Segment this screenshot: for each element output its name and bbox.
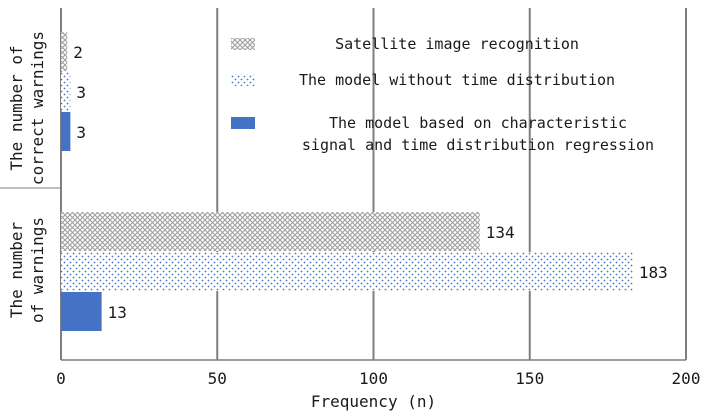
bar-value-label: 13 xyxy=(108,303,127,322)
category-labels: The number of correct warnings The number o… xyxy=(0,31,61,323)
bar xyxy=(61,72,71,111)
legend-swatch xyxy=(231,38,255,50)
x-axis-title: Frequency (n) xyxy=(311,392,436,411)
bar xyxy=(61,292,102,331)
x-axis: 0 50 100 150 200 Frequency (n) xyxy=(56,359,701,411)
bar xyxy=(61,212,480,251)
bar xyxy=(61,32,68,71)
legend-label: signal and time distribution regression xyxy=(302,136,654,154)
category-label-line: The number xyxy=(7,221,26,318)
gridlines xyxy=(60,8,687,360)
legend-label: The model based on characteristic xyxy=(329,114,627,132)
bars: 2 3 3 134 183 13 xyxy=(61,32,668,331)
bar-value-label: 134 xyxy=(486,223,515,242)
category-label-line: correct warnings xyxy=(28,31,47,185)
legend-swatch xyxy=(231,117,255,129)
legend-label: The model without time distribution xyxy=(299,71,615,89)
bar xyxy=(61,112,71,151)
x-tick-label: 150 xyxy=(515,369,544,388)
x-tick-label: 100 xyxy=(359,369,388,388)
category-label-line: of warnings xyxy=(28,217,47,323)
legend-swatch xyxy=(231,74,255,86)
bar-value-label: 3 xyxy=(76,123,86,142)
x-tick-label: 200 xyxy=(672,369,701,388)
bar xyxy=(61,252,633,291)
x-tick-label: 0 xyxy=(56,369,66,388)
category-label: The number of correct warnings xyxy=(7,31,47,185)
legend-label: Satellite image recognition xyxy=(335,35,579,53)
x-tick-label: 50 xyxy=(208,369,227,388)
bar-value-label: 2 xyxy=(73,43,83,62)
bar-value-label: 3 xyxy=(76,83,86,102)
legend: Satellite image recognition The model wit… xyxy=(231,35,654,154)
category-label-line: The number of xyxy=(7,45,26,170)
bar-value-label: 183 xyxy=(639,263,668,282)
category-label: The number of warnings xyxy=(7,217,47,323)
